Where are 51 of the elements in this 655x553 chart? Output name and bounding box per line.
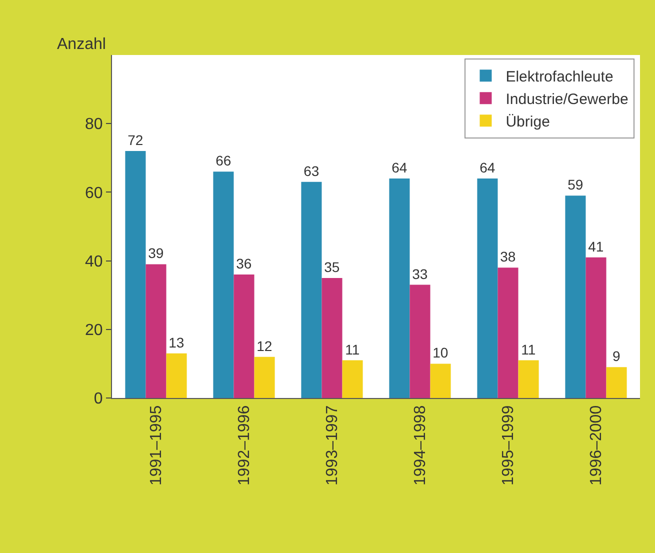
data-label: 11 [521, 341, 536, 358]
data-label: 36 [236, 256, 252, 272]
data-label: 33 [412, 266, 428, 282]
bar [498, 268, 518, 398]
bar [410, 284, 430, 398]
data-label: 72 [128, 132, 144, 148]
y-tick-label: 80 [85, 116, 103, 134]
y-tick-label: 0 [94, 390, 103, 408]
x-tick-label: 1992–1996 [236, 405, 254, 486]
data-label: 12 [256, 338, 272, 354]
y-tick-label: 40 [85, 253, 103, 270]
data-label: 10 [432, 344, 448, 361]
bar [146, 264, 166, 398]
data-label: 63 [304, 162, 320, 179]
y-tick-label: 20 [85, 322, 103, 339]
bar [166, 353, 187, 398]
bar [389, 178, 410, 398]
bar [213, 172, 234, 398]
bar [430, 364, 451, 398]
data-label: 64 [480, 159, 496, 176]
bar [322, 278, 342, 398]
data-label: 64 [392, 159, 408, 176]
x-tick-label: 1996–2000 [588, 405, 606, 486]
x-tick-label: 1991–1995 [148, 405, 166, 486]
bar [565, 196, 586, 398]
bar [342, 360, 363, 398]
legend-label: Elektrofachleute [506, 68, 614, 86]
data-label: 39 [148, 245, 164, 262]
bar [234, 274, 254, 398]
bar [586, 257, 606, 398]
y-axis-title: Anzahl [57, 36, 106, 53]
x-tick-label: 1994–1998 [412, 405, 430, 486]
bar [125, 151, 146, 398]
bar [606, 367, 627, 398]
bar [254, 356, 275, 398]
data-label: 41 [588, 238, 604, 254]
legend-label: Übrige [506, 114, 550, 131]
x-tick-label: 1993–1997 [324, 405, 342, 486]
y-tick-label: 60 [85, 184, 103, 202]
bar [477, 178, 498, 398]
data-label: 66 [216, 152, 232, 169]
data-label: 59 [568, 176, 584, 193]
bar [301, 182, 322, 398]
data-label: 13 [168, 334, 184, 350]
legend-label: Industrie/Gewerbe [506, 91, 628, 108]
data-label: 35 [324, 258, 340, 275]
data-label: 9 [612, 348, 621, 364]
data-label: 11 [345, 341, 360, 358]
data-label: 38 [500, 248, 516, 265]
bar [518, 360, 539, 398]
x-tick-label: 1995–1999 [500, 405, 518, 486]
